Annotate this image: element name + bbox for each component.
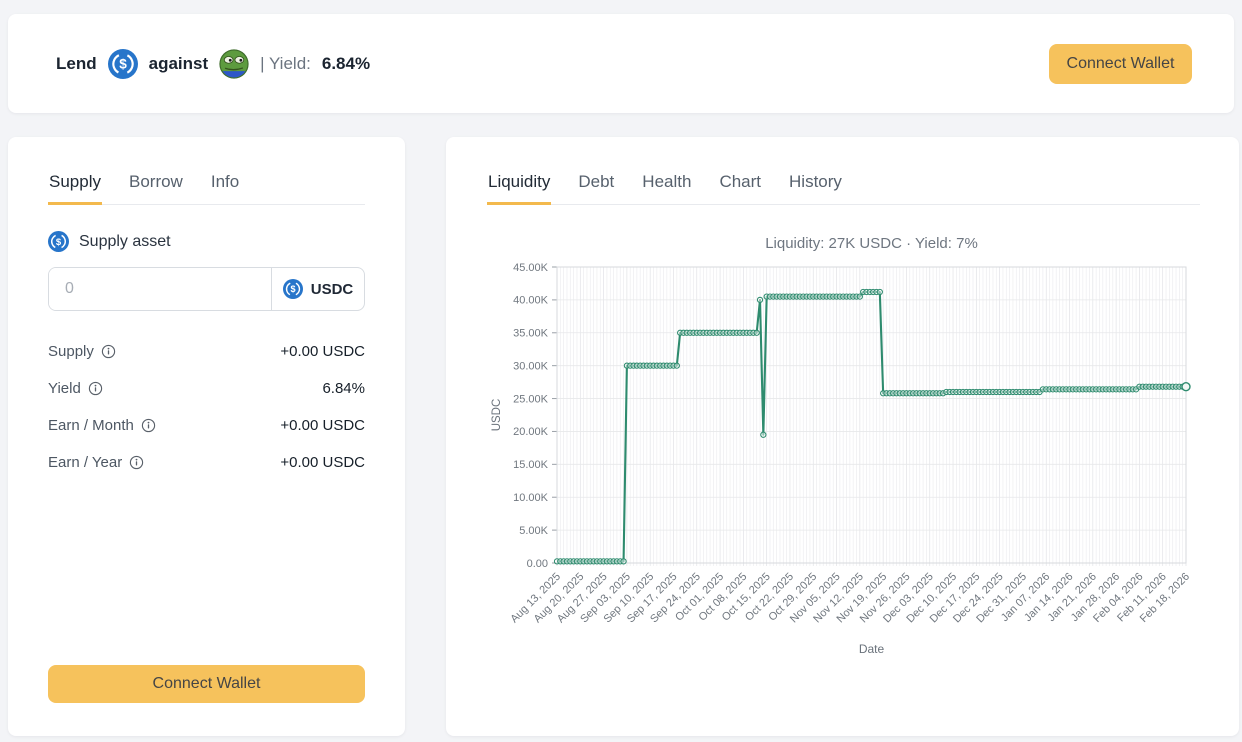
y-axis-label: USDC xyxy=(491,399,503,432)
yield-value: 6.84% xyxy=(321,53,371,73)
stat-value: 6.84% xyxy=(322,380,365,397)
usdc-icon: $ xyxy=(48,231,69,252)
supply-amount-input[interactable] xyxy=(49,268,271,310)
x-axis-label: Date xyxy=(859,642,885,656)
tab-borrow[interactable]: Borrow xyxy=(128,172,183,191)
usdc-icon: $ xyxy=(107,48,138,79)
info-icon[interactable] xyxy=(101,344,116,359)
stat-row: Yield 6.84% xyxy=(48,370,365,407)
tab-debt[interactable]: Debt xyxy=(578,172,615,191)
stat-row: Earn / Month +0.00 USDC xyxy=(48,407,365,444)
svg-text:0.00: 0.00 xyxy=(527,558,548,570)
connect-wallet-button[interactable]: Connect Wallet xyxy=(1049,43,1192,84)
stat-label: Yield xyxy=(48,380,103,397)
tab-chart[interactable]: Chart xyxy=(719,172,762,191)
data-point-markers xyxy=(553,288,1190,565)
svg-text:25.00K: 25.00K xyxy=(513,393,549,405)
svg-text:$: $ xyxy=(56,237,62,248)
svg-text:30.00K: 30.00K xyxy=(513,360,549,372)
vertical-gridlines xyxy=(556,267,1187,566)
amount-box: $ USDC xyxy=(48,267,365,311)
y-axis-ticks: 0.00 5.00K 10.00K 15.00K 20.00K 25.00K 30.00K 3… xyxy=(513,262,557,570)
against-label: against xyxy=(148,53,209,73)
market-title: Lend $ against | Yield: 6.84% xyxy=(56,48,371,79)
market-panel: Liquidity Debt Health Chart History Liquidit… xyxy=(446,137,1239,736)
supply-asset-row: $ Supply asset xyxy=(48,231,365,252)
supply-asset-label: Supply asset xyxy=(79,232,171,250)
info-icon[interactable] xyxy=(129,455,144,470)
tab-history[interactable]: History xyxy=(789,172,842,191)
stat-row: Earn / Year +0.00 USDC xyxy=(48,444,365,481)
tab-liquidity[interactable]: Liquidity xyxy=(487,170,552,205)
last-data-point xyxy=(1181,382,1191,392)
market-tabs: Liquidity Debt Health Chart History xyxy=(487,170,1200,205)
svg-text:$: $ xyxy=(290,284,295,294)
svg-text:40.00K: 40.00K xyxy=(513,295,549,307)
supply-tabs: Supply Borrow Info xyxy=(48,170,365,205)
tab-info[interactable]: Info xyxy=(210,172,240,191)
info-icon[interactable] xyxy=(88,381,103,396)
stat-value: +0.00 USDC xyxy=(280,343,365,360)
pepe-icon xyxy=(219,48,249,79)
info-icon[interactable] xyxy=(141,418,156,433)
stat-row: Supply +0.00 USDC xyxy=(48,333,365,370)
token-selector[interactable]: $ USDC xyxy=(271,268,364,310)
supply-panel: Supply Borrow Info $ Supply asset $ USDC S… xyxy=(8,137,405,736)
usdc-icon: $ xyxy=(282,279,303,299)
tab-health[interactable]: Health xyxy=(642,172,692,191)
svg-text:45.00K: 45.00K xyxy=(513,262,549,274)
horizontal-gridlines xyxy=(557,266,1186,564)
tab-supply[interactable]: Supply xyxy=(48,170,102,205)
svg-text:10.00K: 10.00K xyxy=(513,492,549,504)
chart-title: Liquidity: 27K USDC · Yield: 7% xyxy=(765,235,978,252)
liquidity-chart[interactable]: 0.00 5.00K 10.00K 15.00K 20.00K 25.00K 30.00K 3… xyxy=(486,257,1206,692)
stat-label: Earn / Year xyxy=(48,454,144,471)
stat-value: +0.00 USDC xyxy=(280,454,365,471)
stat-label: Earn / Month xyxy=(48,417,156,434)
svg-text:20.00K: 20.00K xyxy=(513,426,549,438)
liquidity-line xyxy=(557,290,1186,563)
stat-label: Supply xyxy=(48,343,116,360)
svg-text:$: $ xyxy=(119,56,127,71)
svg-text:35.00K: 35.00K xyxy=(513,328,549,340)
lend-label: Lend xyxy=(56,53,97,73)
header-bar: Lend $ against | Yield: 6.84% Connect Wa… xyxy=(8,14,1234,113)
token-selector-label: USDC xyxy=(310,280,354,298)
connect-wallet-button[interactable]: Connect Wallet xyxy=(48,665,365,703)
svg-text:5.00K: 5.00K xyxy=(519,525,548,537)
stat-value: +0.00 USDC xyxy=(280,417,365,434)
svg-text:15.00K: 15.00K xyxy=(513,459,549,471)
yield-prefix: | Yield: xyxy=(260,53,311,73)
supply-stats: Supply +0.00 USDC Yield 6.84% Earn / Month… xyxy=(48,333,365,481)
